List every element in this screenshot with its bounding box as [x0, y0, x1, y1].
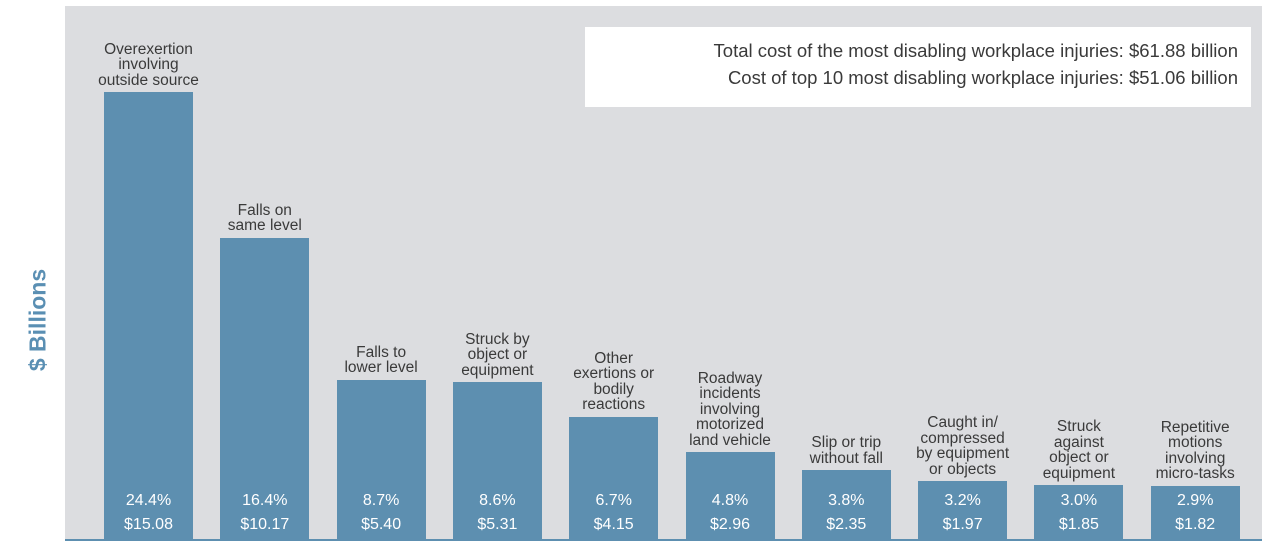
value-label-9: $1.85 — [1058, 516, 1099, 533]
percent-label-7: 3.8% — [828, 492, 865, 509]
y-axis-label: $ Billions — [24, 268, 51, 372]
category-label-line: against — [1053, 433, 1104, 451]
value-label-3: $5.40 — [361, 516, 402, 533]
category-label-line: Slip or trip — [811, 434, 882, 452]
category-label-line: Struck — [1056, 418, 1101, 436]
category-label-10: Repetitive motions involving micro-tasks — [1125, 420, 1262, 482]
bar-9 — [1034, 485, 1124, 540]
percent-label-9: 3.0% — [1060, 492, 1098, 509]
category-label-line: Other — [594, 349, 634, 367]
category-label-line: or objects — [928, 460, 997, 478]
category-label-line: involving — [699, 400, 761, 418]
category-label-line: exertions or — [573, 365, 655, 383]
category-label-line: Roadway — [697, 369, 763, 387]
category-label-4: Struck by object or equipment — [427, 332, 567, 379]
category-label-line: lower level — [344, 359, 418, 377]
value-label-1: $15.08 — [124, 516, 173, 533]
category-label-line: Repetitive — [1160, 418, 1230, 436]
category-label-line: land vehicle — [689, 431, 771, 449]
bar-4 — [452, 382, 542, 540]
category-label-7: Slip or trip without fall — [776, 435, 916, 466]
bar-1 — [104, 92, 193, 540]
category-label-line: motions — [1168, 434, 1223, 452]
category-label-line: incidents — [699, 385, 761, 403]
value-label-6: $2.96 — [709, 516, 751, 533]
category-label-line: equipment — [1042, 464, 1116, 482]
x-axis-baseline — [65, 539, 1262, 541]
category-label-line: Overexertion — [104, 40, 193, 58]
percent-label-5: 6.7% — [595, 492, 632, 509]
bar-8 — [918, 481, 1008, 540]
bar-7 — [801, 470, 891, 540]
value-label-2: $10.17 — [240, 516, 290, 533]
category-label-line: motorized — [695, 416, 765, 434]
category-label-line: without fall — [809, 449, 883, 467]
category-label-line: by equipment — [916, 445, 1010, 463]
category-label-line: Falls to — [356, 343, 407, 361]
category-label-8: Caught in/compressed by equipment or objec… — [893, 415, 1033, 477]
value-label-7: $2.35 — [826, 516, 867, 533]
annotation-total-cost: Total cost of the most disabling workpla… — [713, 40, 1238, 61]
annotation-top10-cost: Cost of top 10 most disabling workplace … — [727, 67, 1238, 88]
category-label-2: Falls on same level — [195, 203, 335, 234]
category-label-line: compressed — [920, 429, 1005, 447]
bar-6 — [685, 452, 775, 540]
category-label-line: micro-tasks — [1155, 465, 1235, 483]
annotation-box: Total cost of the most disabling workpla… — [585, 27, 1251, 107]
value-label-8: $1.97 — [942, 516, 983, 533]
percent-label-6: 4.8% — [711, 492, 749, 509]
category-label-line: equipment — [461, 361, 534, 379]
category-label-line: object or — [1049, 449, 1109, 467]
category-label-line: involving — [1165, 449, 1226, 467]
value-label-5: $4.15 — [593, 516, 634, 533]
category-label-line: bodily — [593, 380, 634, 398]
category-label-9: Struck against object or equipment — [1009, 419, 1149, 481]
category-label-line: Struck by — [465, 330, 530, 348]
category-label-5: Other exertions or bodily reactions — [544, 351, 684, 413]
category-label-line: outside source — [98, 71, 199, 89]
percent-label-8: 3.2% — [944, 492, 981, 509]
category-label-1: Overexertion involving outside source — [79, 40, 219, 89]
value-label-10: $1.82 — [1175, 516, 1216, 533]
bar-2 — [220, 237, 310, 540]
category-label-line: same level — [227, 217, 302, 235]
percent-label-10: 2.9% — [1176, 492, 1214, 509]
category-label-line: involving — [118, 56, 179, 73]
percent-label-2: 16.4% — [242, 492, 288, 509]
category-label-line: object or — [467, 346, 528, 364]
category-label-6: Roadway incidents involving motorized land v… — [660, 371, 800, 449]
percent-label-3: 8.7% — [362, 492, 400, 509]
percent-label-4: 8.6% — [479, 492, 516, 509]
value-label-4: $5.31 — [477, 516, 518, 533]
category-label-line: reactions — [582, 396, 646, 414]
bar-5 — [569, 416, 659, 540]
category-label-3: Falls to lower level — [311, 345, 451, 376]
category-label-line: Falls on — [237, 201, 292, 219]
bar-10 — [1150, 485, 1240, 540]
percent-label-1: 24.4% — [125, 492, 172, 509]
category-label-line: Caught in/ — [927, 414, 998, 432]
bar-3 — [336, 379, 426, 540]
